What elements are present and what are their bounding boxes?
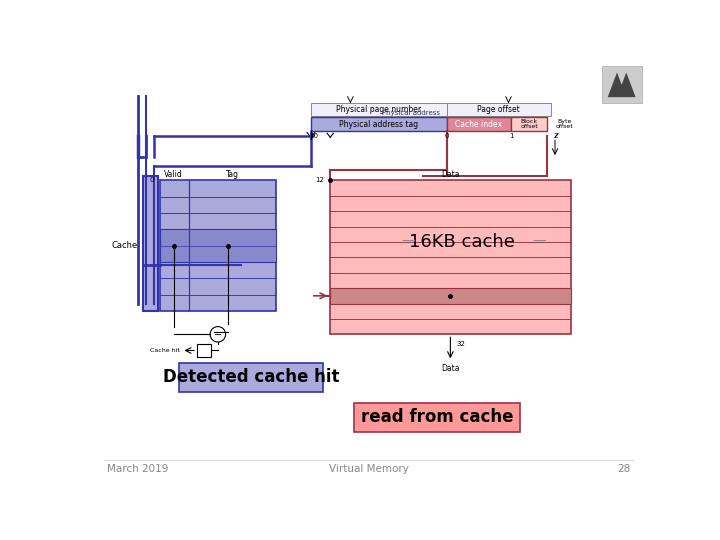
Bar — [311, 117, 446, 131]
Bar — [160, 180, 276, 311]
Text: Detected cache hit: Detected cache hit — [163, 368, 339, 387]
Bar — [354, 403, 520, 432]
Text: Physical page number: Physical page number — [336, 105, 421, 114]
Bar — [330, 180, 570, 334]
Text: 2: 2 — [554, 133, 558, 139]
Bar — [160, 230, 276, 262]
Text: —: — — [533, 235, 546, 249]
Text: —: — — [401, 235, 415, 249]
Bar — [197, 343, 211, 357]
Bar — [446, 117, 510, 131]
Text: 28: 28 — [618, 464, 631, 474]
Text: 0: 0 — [149, 177, 153, 183]
Bar — [143, 177, 158, 311]
Text: Valid: Valid — [164, 170, 183, 179]
Text: 16KB cache: 16KB cache — [409, 233, 515, 251]
Text: Physical address: Physical address — [382, 110, 440, 116]
Text: =: = — [214, 329, 222, 339]
Text: Data: Data — [441, 170, 459, 179]
Bar — [311, 103, 446, 116]
Polygon shape — [608, 72, 636, 97]
Text: Cache hit: Cache hit — [150, 348, 180, 353]
Text: read from cache: read from cache — [361, 408, 513, 427]
Bar — [510, 117, 547, 131]
Text: Tag: Tag — [226, 170, 239, 179]
Text: Data: Data — [441, 364, 459, 374]
Bar — [446, 103, 551, 116]
Text: Byte
offset: Byte offset — [555, 119, 573, 130]
Text: March 2019: March 2019 — [107, 464, 168, 474]
Bar — [179, 363, 323, 392]
Text: 12: 12 — [315, 177, 324, 183]
Text: Cache: Cache — [112, 241, 138, 250]
Text: 32: 32 — [456, 341, 465, 347]
Text: 0: 0 — [445, 133, 449, 139]
Text: 1: 1 — [509, 133, 514, 139]
Bar — [601, 66, 642, 103]
Text: Page offset: Page offset — [477, 105, 520, 114]
Text: Cache index: Cache index — [455, 119, 502, 129]
Text: Physical address tag: Physical address tag — [339, 119, 418, 129]
Bar — [330, 288, 570, 303]
Text: Virtual Memory: Virtual Memory — [329, 464, 409, 474]
Text: 10: 10 — [310, 133, 318, 139]
Text: Block
offset: Block offset — [520, 119, 538, 130]
